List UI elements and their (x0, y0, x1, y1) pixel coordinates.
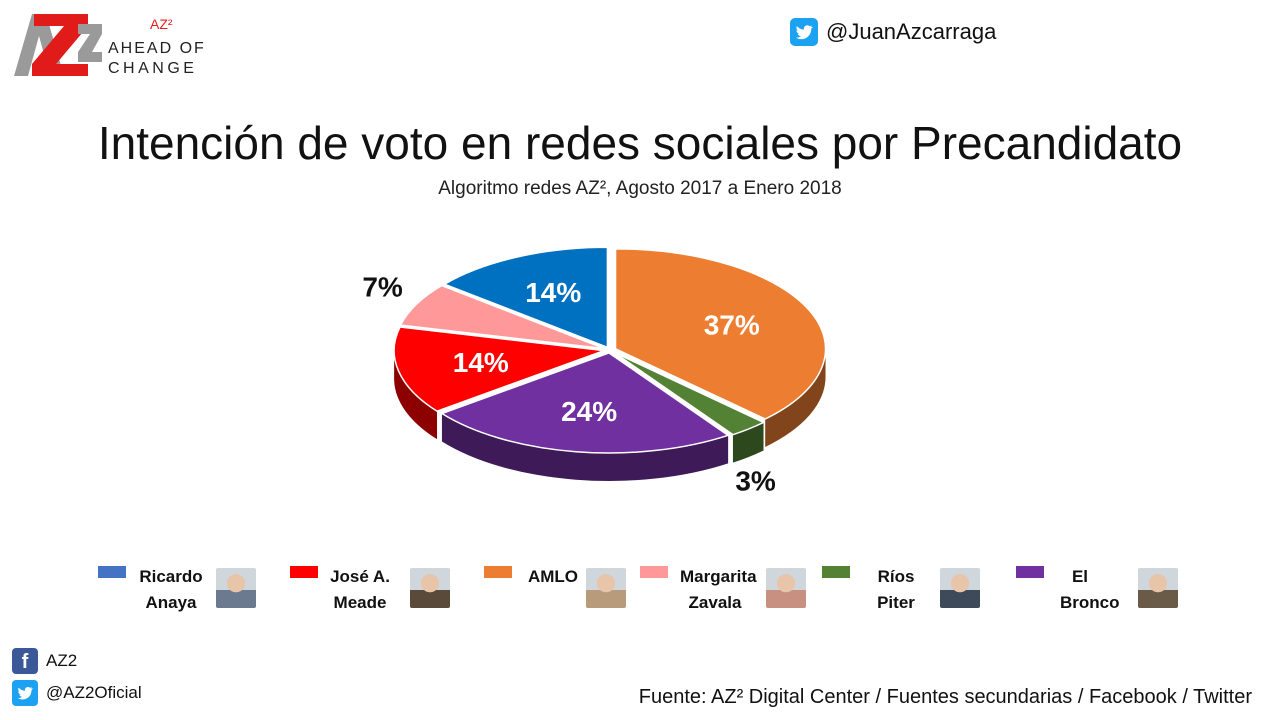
legend-item: José A. Meade (290, 560, 460, 616)
pie-slice (614, 248, 827, 420)
legend-swatch (1016, 566, 1044, 578)
footer-twitter[interactable]: @AZ2Oficial (12, 680, 142, 706)
legend-item: Ríos Piter (822, 560, 992, 616)
pie-slice (399, 284, 605, 350)
chart-title: Intención de voto en redes sociales por … (97, 117, 1183, 169)
legend-item: El Bronco (1016, 560, 1186, 616)
twitter-icon (12, 680, 38, 706)
legend-label: Margarita Zavala (680, 567, 757, 612)
chart-subtitle: Algoritmo redes AZ², Agosto 2017 a Enero… (438, 178, 842, 199)
header-twitter-handle[interactable]: @JuanAzcarraga (826, 19, 997, 44)
legend-label: AMLO (527, 567, 579, 586)
footer-facebook[interactable]: f AZ2 (12, 648, 77, 674)
legend-swatch (98, 566, 126, 578)
source-note: Fuente: AZ² Digital Center / Fuentes sec… (638, 686, 1252, 708)
pie-slice (442, 246, 609, 349)
legend-item: Margarita Zavala (640, 560, 810, 616)
twitter-icon (790, 18, 818, 46)
legend-swatch (640, 566, 668, 578)
footer-facebook-label[interactable]: AZ2 (46, 651, 78, 670)
facebook-icon: f (12, 648, 38, 674)
jose-meade-photo (410, 568, 450, 608)
pie-slice-side (441, 413, 729, 481)
logo-tagline-line2: CHANGE (108, 60, 198, 77)
header-twitter[interactable]: @JuanAzcarraga (790, 18, 996, 46)
chart-legend: Ricardo Anaya José A. Meade AMLO Margarita … (0, 560, 1280, 620)
legend-swatch (484, 566, 512, 578)
pie-data-label: 37% (704, 310, 760, 341)
pie-data-label: 14% (525, 277, 581, 308)
legend-item: AMLO (484, 560, 654, 616)
logo-superscript: AZ² (150, 16, 173, 32)
pie-data-label: 3% (735, 466, 776, 497)
pie-slice (440, 352, 730, 454)
az2-logo-mark (14, 14, 102, 76)
ricardo-anaya-photo (216, 568, 256, 608)
pie-slice (613, 351, 766, 436)
legend-label: José A. Meade (330, 567, 390, 612)
amlo-photo (586, 568, 626, 608)
logo-tagline-line1: AHEAD OF (108, 40, 206, 57)
legend-item: Ricardo Anaya (98, 560, 268, 616)
pie-slice (393, 326, 605, 413)
margarita-zavala-photo (766, 568, 806, 608)
legend-swatch (822, 566, 850, 578)
legend-swatch (290, 566, 318, 578)
legend-label: Ríos Piter (877, 567, 915, 612)
pie-data-label: 24% (561, 396, 617, 427)
pie-data-label: 7% (362, 271, 403, 302)
pie-slice-side (765, 348, 826, 447)
legend-label: El Bronco (1060, 567, 1120, 612)
footer-twitter-handle[interactable]: @AZ2Oficial (46, 683, 142, 702)
pie-chart: 37% 3% 24% 14% 7% 14% (362, 246, 827, 497)
rios-piter-photo (940, 568, 980, 608)
el-bronco-photo (1138, 568, 1178, 608)
pie-data-label: 14% (453, 347, 509, 378)
az2-logo: AZ² AHEAD OF CHANGE (12, 10, 212, 80)
legend-label: Ricardo Anaya (139, 567, 203, 612)
